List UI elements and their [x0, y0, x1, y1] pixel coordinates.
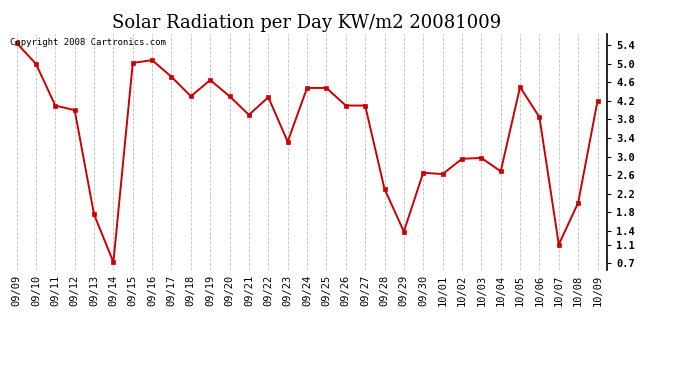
- Title: Solar Radiation per Day KW/m2 20081009: Solar Radiation per Day KW/m2 20081009: [112, 14, 502, 32]
- Text: Copyright 2008 Cartronics.com: Copyright 2008 Cartronics.com: [10, 39, 166, 48]
